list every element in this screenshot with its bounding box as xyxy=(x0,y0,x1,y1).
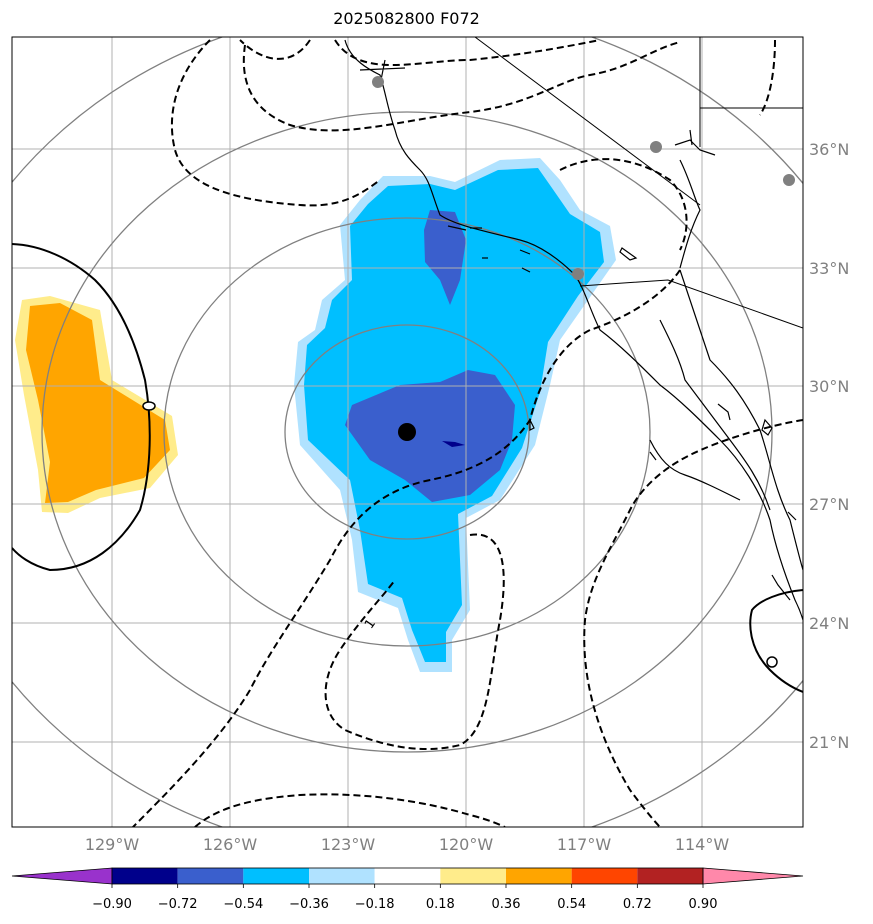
positive-strong-fill xyxy=(26,303,170,503)
map-title: 2025082800 F072 xyxy=(333,9,480,28)
colorbar-segment xyxy=(637,868,703,884)
small-closed-contour xyxy=(142,401,156,411)
colorbar-extend-high xyxy=(702,867,804,885)
latitude-labels: 36°N 33°N 30°N 27°N 24°N 21°N xyxy=(809,140,849,752)
lon-label: 129°W xyxy=(85,835,140,854)
colorbar-segment xyxy=(112,868,178,884)
lon-label: 126°W xyxy=(203,835,258,854)
lat-label: 27°N xyxy=(809,495,849,514)
mexico-mainland-coast xyxy=(649,439,741,501)
colorbar-tick-label: −0.36 xyxy=(289,897,329,912)
dashed-contour xyxy=(759,39,776,116)
baja-east-coast xyxy=(679,269,803,571)
negative-strong-fill xyxy=(424,210,466,305)
solid-contour xyxy=(749,589,803,693)
station-markers xyxy=(372,76,795,280)
colorbar-tick-label: 0.90 xyxy=(689,897,718,912)
colorbar-segment xyxy=(177,868,244,884)
lon-label: 120°W xyxy=(439,835,494,854)
colorbar-segment xyxy=(243,868,309,884)
colorbar-labels: −0.90 −0.72 −0.54 −0.36 −0.18 0.18 0.36 … xyxy=(92,897,717,912)
longitude-labels: 129°W 126°W 123°W 120°W 117°W 114°W xyxy=(85,835,730,854)
country-border xyxy=(579,279,803,329)
coastline xyxy=(344,39,803,621)
colorbar-tick-label: −0.72 xyxy=(158,897,198,912)
negative-extreme-fill xyxy=(442,441,465,447)
colorbar-tick-label: 0.36 xyxy=(492,897,521,912)
colorbar-outline xyxy=(111,867,704,885)
colorbar-segment xyxy=(506,868,572,884)
colorbar-tick-label: −0.54 xyxy=(223,897,263,912)
station-marker xyxy=(572,268,584,280)
colorbar-tick-label: −0.90 xyxy=(92,897,132,912)
islands xyxy=(447,225,797,601)
dashed-contour xyxy=(194,793,506,827)
colorbar: −0.90 −0.72 −0.54 −0.36 −0.18 0.18 0.36 … xyxy=(11,867,804,912)
lon-label: 123°W xyxy=(321,835,376,854)
coastline-ne-2 xyxy=(679,159,701,269)
colorbar-segment xyxy=(374,868,441,884)
colorbar-segments xyxy=(11,867,804,885)
coastline-ne xyxy=(674,129,716,156)
dashed-contour xyxy=(131,269,681,827)
colorbar-segment xyxy=(440,868,506,884)
lat-label: 30°N xyxy=(809,377,849,396)
negative-strong-fill-core xyxy=(345,370,515,502)
lat-label: 24°N xyxy=(809,614,849,633)
colorbar-segment xyxy=(309,868,375,884)
dashed-contour xyxy=(583,419,803,827)
lat-label: 21°N xyxy=(809,733,849,752)
dashed-contour xyxy=(171,39,381,207)
colorbar-tick-label: 0.18 xyxy=(426,897,455,912)
lon-label: 117°W xyxy=(557,835,612,854)
station-marker xyxy=(783,174,795,186)
lon-label: 114°W xyxy=(675,835,730,854)
lat-label: 36°N xyxy=(809,140,849,159)
lat-label: 33°N xyxy=(809,259,849,278)
dashed-contour xyxy=(239,39,311,60)
negative-anomaly-region xyxy=(294,158,616,672)
state-border xyxy=(474,37,701,206)
dashed-contours xyxy=(131,39,803,827)
station-marker xyxy=(650,141,662,153)
dashed-contour xyxy=(242,41,681,132)
colorbar-tick-label: 0.54 xyxy=(557,897,586,912)
gulf-coast xyxy=(659,319,771,511)
small-closed-contour xyxy=(766,656,778,668)
dashed-contour xyxy=(334,39,601,66)
borders xyxy=(474,37,803,329)
storm-center-marker xyxy=(398,423,416,441)
colorbar-tick-label: 0.72 xyxy=(623,897,652,912)
colorbar-tick-label: −0.18 xyxy=(355,897,395,912)
dashed-contour xyxy=(559,158,688,251)
station-marker xyxy=(372,76,384,88)
colorbar-segment xyxy=(571,868,638,884)
coastline-west xyxy=(344,39,803,621)
colorbar-ticks xyxy=(111,884,704,888)
solid-contour xyxy=(12,243,151,572)
colorbar-extend-low xyxy=(11,867,113,885)
plot-frame xyxy=(11,36,804,828)
dashed-contour xyxy=(324,533,505,751)
positive-anomaly-region xyxy=(15,296,178,513)
graticule xyxy=(12,37,803,827)
contour-label: 1 xyxy=(362,616,379,631)
